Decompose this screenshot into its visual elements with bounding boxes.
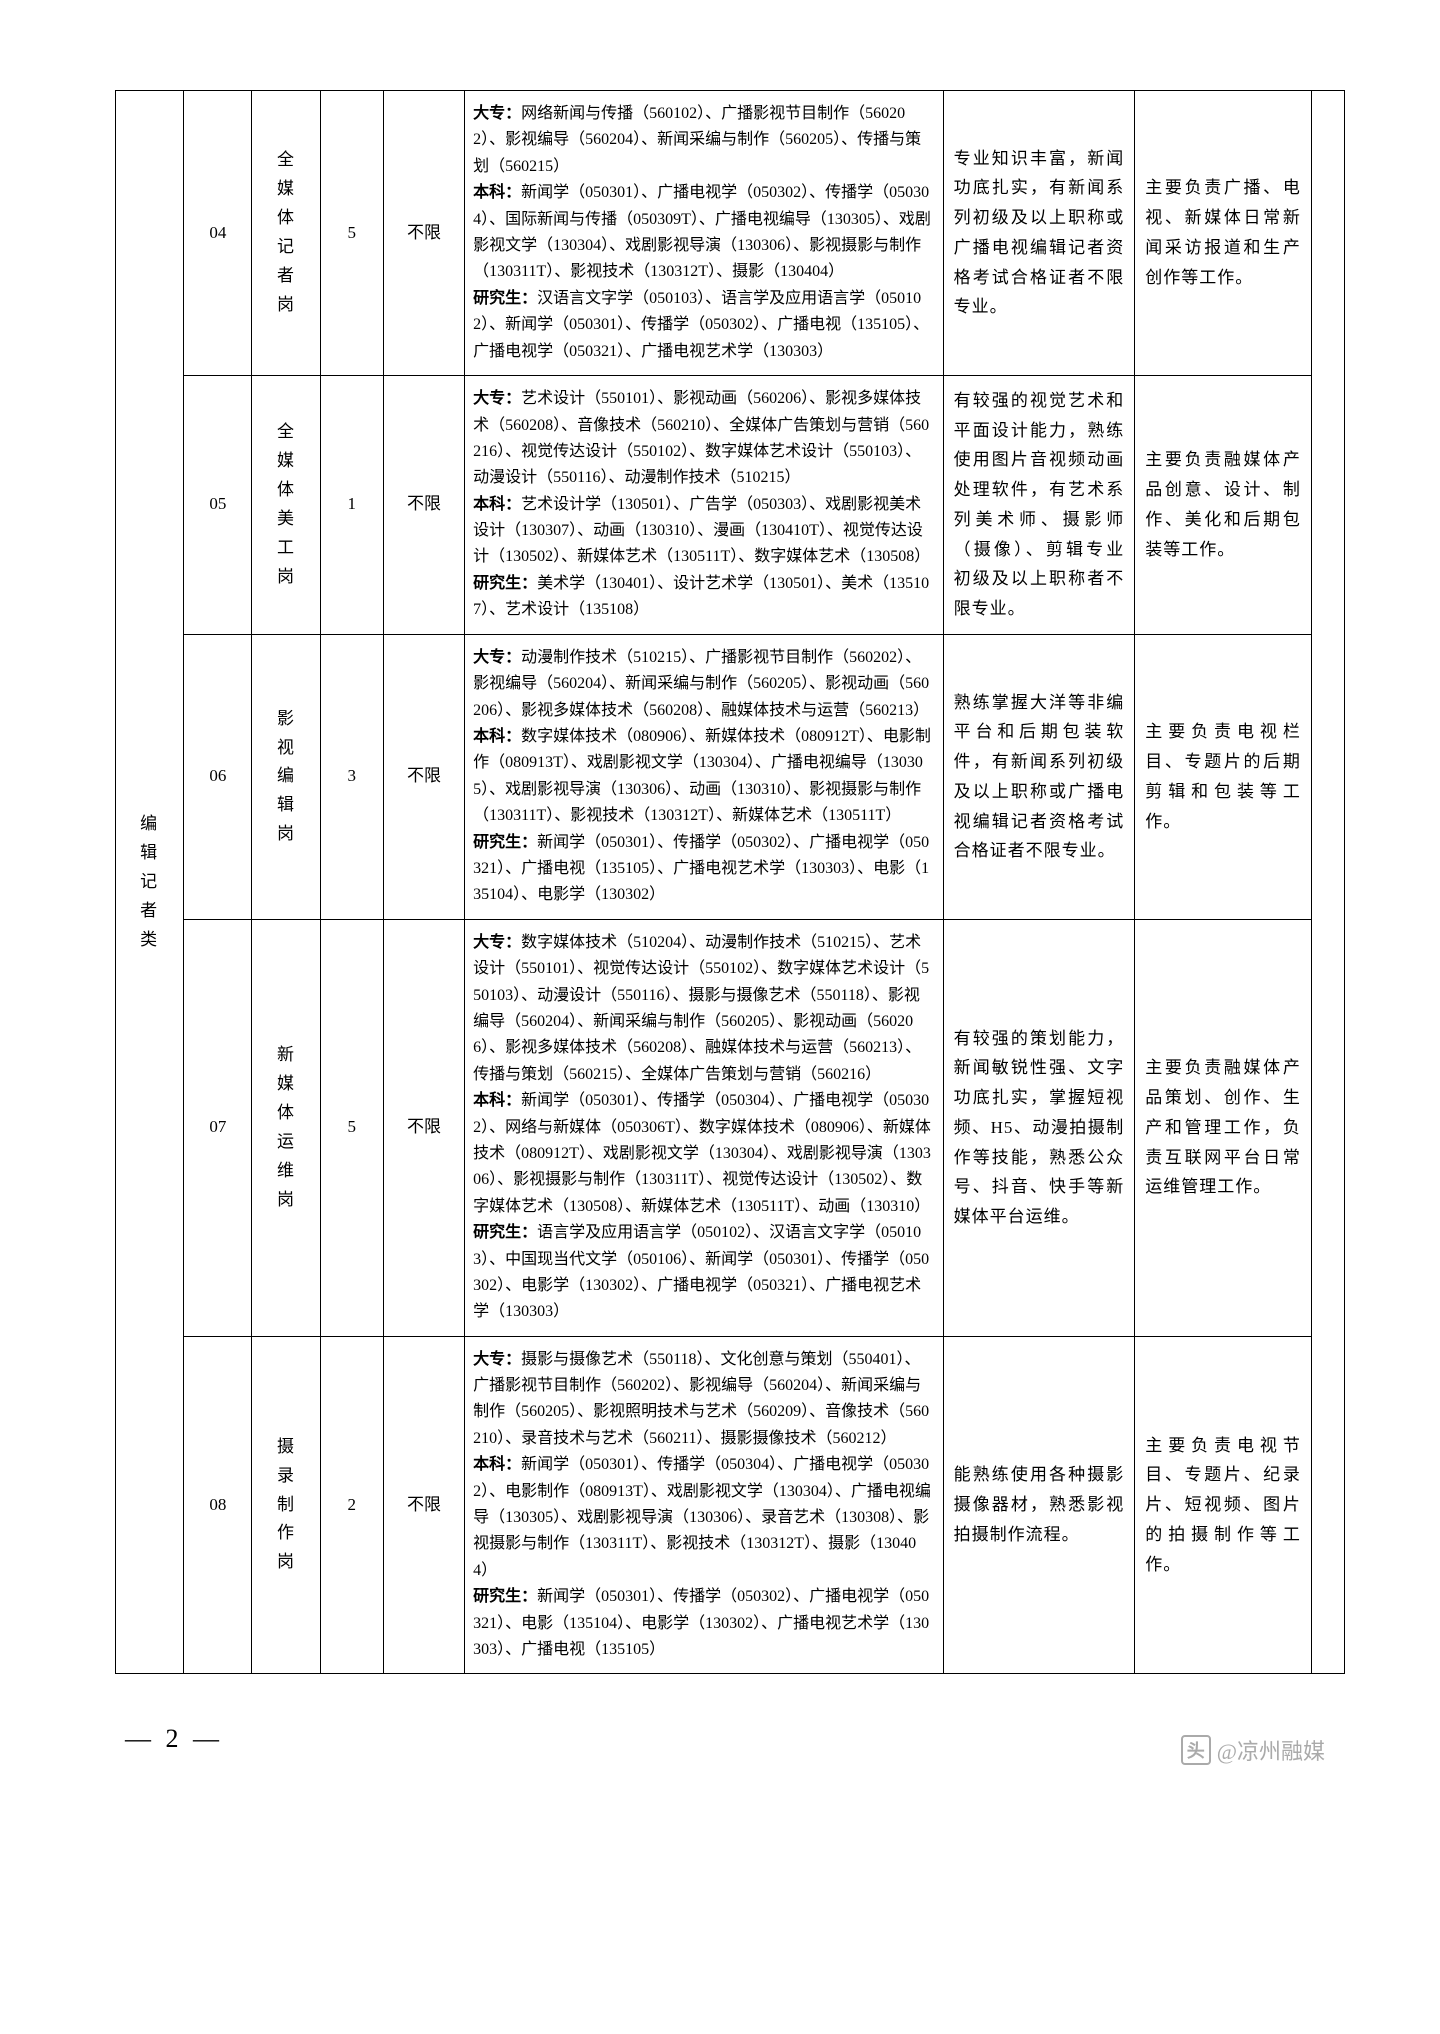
- post-cell: 全媒体美工岗: [252, 375, 320, 634]
- req-cell: 能熟练使用各种摄影摄像器材，熟悉影视拍摄制作流程。: [943, 1336, 1135, 1674]
- req-cell: 有较强的视觉艺术和平面设计能力，熟练使用图片音视频动画处理软件，有艺术系列美术师…: [943, 375, 1135, 634]
- req-cell: 专业知识丰富，新闻功底扎实，有新闻系列初级及以上职称或广播电视编辑记者资格考试合…: [943, 91, 1135, 376]
- watermark-icon: 头: [1181, 1735, 1211, 1765]
- count-cell: 5: [320, 91, 383, 376]
- post-cell: 新媒体运维岗: [252, 919, 320, 1336]
- code-cell: 04: [184, 91, 252, 376]
- duty-cell: 主要负责融媒体产品策划、创作、生产和管理工作，负责互联网平台日常运维管理工作。: [1135, 919, 1312, 1336]
- count-cell: 2: [320, 1336, 383, 1674]
- post-cell: 全媒体记者岗: [252, 91, 320, 376]
- major-cell: 大专：网络新闻与传播（560102）、广播影视节目制作（560202）、影视编导…: [465, 91, 944, 376]
- count-cell: 3: [320, 634, 383, 919]
- limit-cell: 不限: [383, 634, 464, 919]
- count-cell: 5: [320, 919, 383, 1336]
- post-cell: 影视编辑岗: [252, 634, 320, 919]
- limit-cell: 不限: [383, 1336, 464, 1674]
- major-cell: 大专：摄影与摄像艺术（550118）、文化创意与策划（550401）、广播影视节…: [465, 1336, 944, 1674]
- category-cell: 编辑记者类: [116, 91, 184, 1674]
- duty-cell: 主要负责融媒体产品创意、设计、制作、美化和后期包装等工作。: [1135, 375, 1312, 634]
- page-number: — 2 —: [125, 1724, 223, 1753]
- major-cell: 大专：数字媒体技术（510204）、动漫制作技术（510215）、艺术设计（55…: [465, 919, 944, 1336]
- duty-cell: 主要负责电视栏目、专题片的后期剪辑和包装等工作。: [1135, 634, 1312, 919]
- count-cell: 1: [320, 375, 383, 634]
- code-cell: 06: [184, 634, 252, 919]
- limit-cell: 不限: [383, 375, 464, 634]
- limit-cell: 不限: [383, 91, 464, 376]
- code-cell: 05: [184, 375, 252, 634]
- watermark: 头 @凉州融媒: [1181, 1734, 1325, 1766]
- recruitment-table: 编辑记者类04全媒体记者岗5不限大专：网络新闻与传播（560102）、广播影视节…: [115, 90, 1345, 1674]
- limit-cell: 不限: [383, 919, 464, 1336]
- req-cell: 熟练掌握大洋等非编平台和后期包装软件，有新闻系列初级及以上职称或广播电视编辑记者…: [943, 634, 1135, 919]
- duty-cell: 主要负责广播、电视、新媒体日常新闻采访报道和生产创作等工作。: [1135, 91, 1312, 376]
- code-cell: 08: [184, 1336, 252, 1674]
- req-cell: 有较强的策划能力，新闻敏锐性强、文字功底扎实，掌握短视频、H5、动漫拍摄制作等技…: [943, 919, 1135, 1336]
- code-cell: 07: [184, 919, 252, 1336]
- post-cell: 摄录制作岗: [252, 1336, 320, 1674]
- major-cell: 大专：动漫制作技术（510215）、广播影视节目制作（560202）、影视编导（…: [465, 634, 944, 919]
- empty-cell: [1311, 91, 1344, 1674]
- duty-cell: 主要负责电视节目、专题片、纪录片、短视频、图片的拍摄制作等工作。: [1135, 1336, 1312, 1674]
- major-cell: 大专：艺术设计（550101）、影视动画（560206）、影视多媒体技术（560…: [465, 375, 944, 634]
- watermark-text: @凉州融媒: [1217, 1734, 1325, 1766]
